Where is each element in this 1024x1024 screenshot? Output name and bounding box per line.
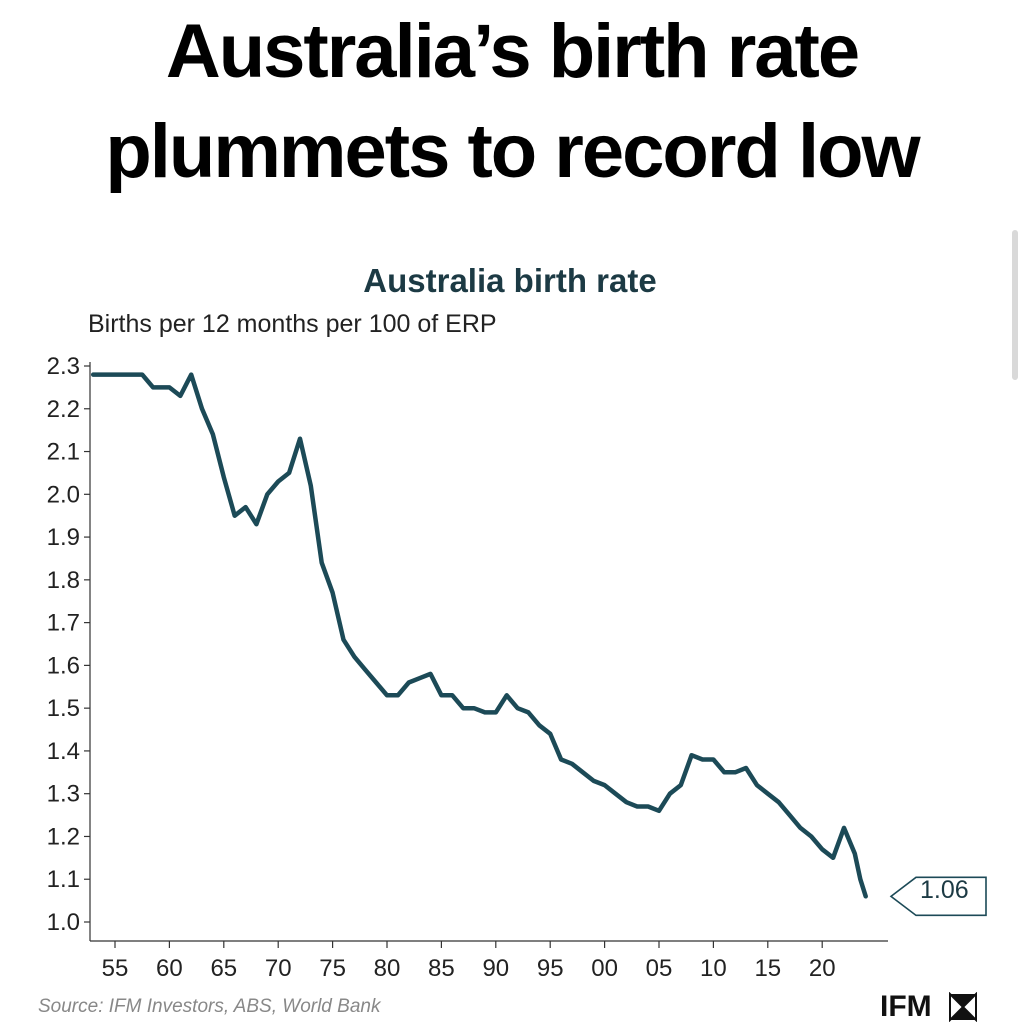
latest-value-label: 1.06: [920, 876, 969, 904]
x-tick-label: 20: [809, 955, 836, 982]
y-tick-label: 1.2: [47, 823, 80, 850]
ifm-logo-icon: [949, 992, 977, 1022]
x-tick-label: 05: [646, 955, 673, 982]
x-tick-label: 90: [482, 955, 509, 982]
x-tick-label: 55: [102, 955, 129, 982]
headline-line-1: Australia’s birth rate: [165, 9, 860, 94]
x-tick-label: 95: [537, 955, 564, 982]
chart-title: Australia birth rate: [363, 262, 657, 299]
source-note: Source: IFM Investors, ABS, World Bank: [38, 996, 381, 1017]
headline: Australia’s birth rate plummets to recor…: [0, 2, 1024, 202]
y-tick-label: 1.7: [47, 610, 80, 637]
y-tick-label: 2.2: [47, 396, 80, 423]
x-tick-label: 85: [428, 955, 455, 982]
y-tick-label: 1.5: [47, 695, 80, 722]
y-tick-label: 1.4: [47, 738, 80, 765]
x-tick-label: 10: [700, 955, 727, 982]
y-tick-label: 2.3: [47, 353, 80, 380]
y-axis-label: Births per 12 months per 100 of ERP: [88, 310, 497, 338]
y-tick-label: 1.6: [47, 652, 80, 679]
x-tick-label: 00: [591, 955, 618, 982]
y-tick-label: 1.8: [47, 567, 80, 594]
latest-value-callout: [889, 876, 987, 917]
y-tick-label: 1.3: [47, 781, 80, 808]
headline-line-2: plummets to record low: [105, 109, 920, 194]
y-tick-label: 1.9: [47, 524, 80, 551]
y-tick-label: 1.1: [47, 866, 80, 893]
y-tick-label: 2.1: [47, 439, 80, 466]
y-tick-label: 1.0: [47, 909, 80, 936]
birth-rate-series-line: [90, 372, 868, 899]
x-tick-label: 60: [156, 955, 183, 982]
x-tick-label: 80: [374, 955, 401, 982]
x-tick-label: 75: [319, 955, 346, 982]
latest-value-box: [889, 876, 987, 917]
brand-logo-text: IFM: [880, 990, 932, 1023]
x-tick-label: 65: [210, 955, 237, 982]
x-tick-label: 70: [265, 955, 292, 982]
y-tick-label: 2.0: [47, 481, 80, 508]
page-scrollbar[interactable]: [1012, 230, 1018, 380]
x-tick-label: 15: [754, 955, 781, 982]
chart-series: [90, 372, 868, 899]
chart-axes: 1.0 1.1 1.2 1.3 1.4 1.5 1.6 1.7 1.8 1.9 2.0 2.1 2.2 2…: [47, 353, 888, 982]
